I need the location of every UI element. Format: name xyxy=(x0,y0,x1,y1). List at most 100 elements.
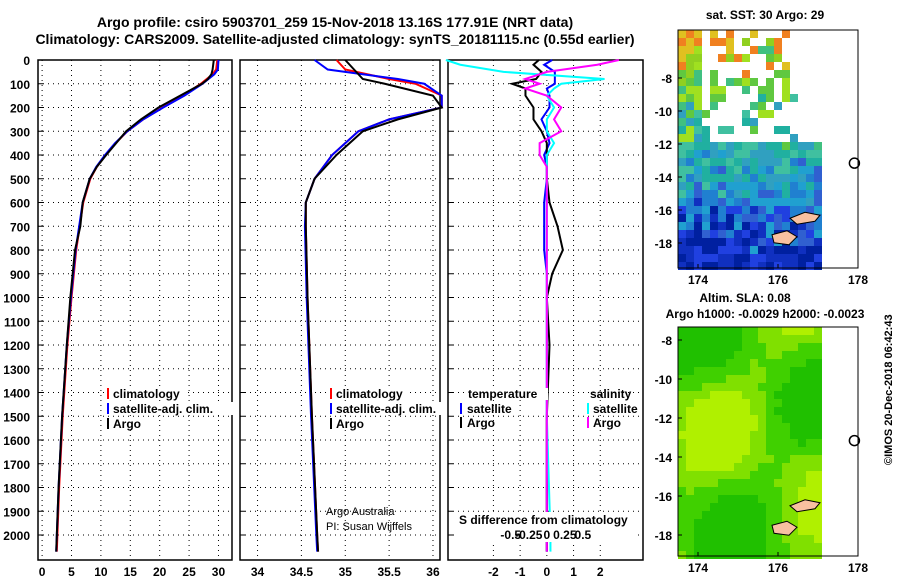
map-cell xyxy=(678,246,686,254)
map-cell xyxy=(678,327,686,335)
map-cell xyxy=(806,527,814,535)
title-line1: Argo profile: csiro 5903701_259 15-Nov-2… xyxy=(97,14,573,30)
map-cell xyxy=(758,343,766,351)
map-cell xyxy=(774,487,782,495)
map-cell xyxy=(718,174,726,182)
map-cell xyxy=(806,351,814,359)
map-cell xyxy=(710,407,718,415)
y-tick-label: 600 xyxy=(10,197,30,211)
map-cell xyxy=(678,54,686,62)
map-cell xyxy=(806,190,814,198)
map-cell xyxy=(686,190,694,198)
map-cell xyxy=(782,407,790,415)
map-cell xyxy=(790,142,798,150)
map-cell xyxy=(694,479,702,487)
map-cell xyxy=(782,447,790,455)
map-cell xyxy=(678,511,686,519)
map-cell xyxy=(694,70,702,78)
map-cell xyxy=(806,471,814,479)
x-tick-label: -2 xyxy=(488,565,499,579)
map-cell xyxy=(742,86,750,94)
map-cell xyxy=(782,391,790,399)
map-cell xyxy=(790,399,798,407)
series-line-s-argo xyxy=(522,59,620,552)
map-cell xyxy=(726,30,734,38)
map-cell xyxy=(782,543,790,551)
map-cell xyxy=(742,423,750,431)
map-cell xyxy=(710,519,718,527)
map-cell xyxy=(742,118,750,126)
map-cell xyxy=(726,359,734,367)
map-cell xyxy=(710,166,718,174)
map-cell xyxy=(742,158,750,166)
map-cell xyxy=(710,439,718,447)
map-cell xyxy=(758,367,766,375)
map-cell xyxy=(702,150,710,158)
map-cell xyxy=(814,495,822,503)
lat-tick-label: -14 xyxy=(655,451,673,465)
map-cell xyxy=(790,439,798,447)
map-cell xyxy=(678,102,686,110)
map-cell xyxy=(718,150,726,158)
map-cell xyxy=(734,359,742,367)
sla-map: -8-10-12-14-16-18174176178180182 xyxy=(655,326,868,575)
map-cell xyxy=(702,495,710,503)
map-cell xyxy=(814,391,822,399)
map-cell xyxy=(758,222,766,230)
map-cell xyxy=(718,391,726,399)
map-cell xyxy=(678,214,686,222)
map-cell xyxy=(758,174,766,182)
map-cell xyxy=(718,166,726,174)
map-cell xyxy=(718,142,726,150)
map-cell xyxy=(734,415,742,423)
map-cell xyxy=(694,134,702,142)
map-cell xyxy=(710,222,718,230)
map-cell xyxy=(726,503,734,511)
map-cell xyxy=(774,46,782,54)
map-cell xyxy=(750,407,758,415)
map-cell xyxy=(782,455,790,463)
lat-tick-label: -12 xyxy=(655,138,673,152)
map-cell xyxy=(686,519,694,527)
map-cell xyxy=(702,190,710,198)
map-cell xyxy=(766,551,774,559)
map-cell xyxy=(718,86,726,94)
map-cell xyxy=(734,399,742,407)
map-cell xyxy=(806,399,814,407)
map-cell xyxy=(694,423,702,431)
map-cell xyxy=(814,447,822,455)
map-cell xyxy=(790,134,798,142)
map-cell xyxy=(686,78,694,86)
map-cell xyxy=(710,383,718,391)
map-cell xyxy=(790,238,798,246)
map-cell xyxy=(726,182,734,190)
map-cell xyxy=(758,262,766,270)
lon-tick-label: 174 xyxy=(688,561,708,575)
map-cell xyxy=(782,495,790,503)
map-cell xyxy=(686,254,694,262)
map-cell xyxy=(814,158,822,166)
map-cell xyxy=(734,238,742,246)
map-cell xyxy=(686,399,694,407)
map-cell xyxy=(782,214,790,222)
map-cell xyxy=(702,479,710,487)
map-cell xyxy=(766,327,774,335)
y-tick-label: 1500 xyxy=(3,410,30,424)
map-cell xyxy=(750,327,758,335)
series-line-climatology xyxy=(55,59,219,552)
map-cell xyxy=(678,38,686,46)
map-cell xyxy=(718,254,726,262)
map-cell xyxy=(718,158,726,166)
map-cell xyxy=(694,543,702,551)
map-cell xyxy=(726,38,734,46)
map-cell xyxy=(686,102,694,110)
map-cell xyxy=(718,423,726,431)
map-cell xyxy=(734,455,742,463)
map-cell xyxy=(750,551,758,559)
map-cell xyxy=(686,431,694,439)
map-cell xyxy=(678,158,686,166)
x-tick-label: 25 xyxy=(182,565,196,579)
map-cell xyxy=(766,415,774,423)
map-cell xyxy=(750,206,758,214)
map-cell xyxy=(742,511,750,519)
